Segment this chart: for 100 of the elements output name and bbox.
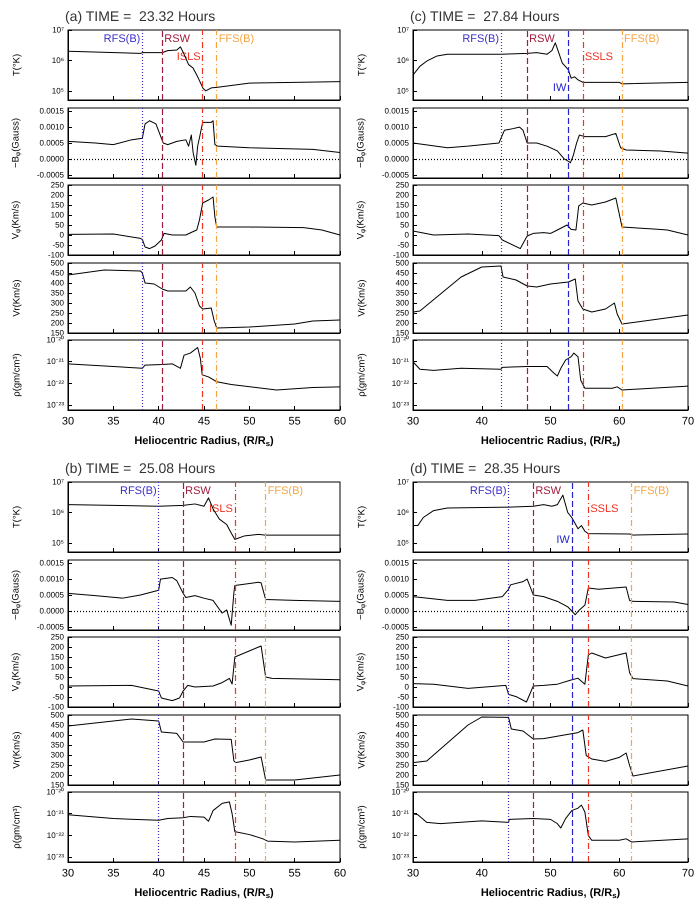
ref-line-label: FFS(B) <box>634 485 670 497</box>
y-tick-label: 10⁻²² <box>392 378 410 388</box>
y-tick-label: 10⁻²¹ <box>46 809 64 818</box>
ref-line-label: FFS(B) <box>268 485 304 497</box>
y-tick-label: 10⁵ <box>52 538 64 548</box>
y-tick-label: 350 <box>50 740 65 749</box>
y-tick-label: 0 <box>60 682 65 692</box>
y-tick-label: 350 <box>396 288 410 297</box>
y-tick-label: 10⁶ <box>396 56 409 65</box>
y-axis-title: Vr(Km/s) <box>12 278 22 316</box>
y-tick-label: -100 <box>392 250 410 260</box>
y-tick-label: 100 <box>396 662 410 672</box>
x-tick-label: 30 <box>406 868 420 880</box>
y-tick-label: -0.0005 <box>382 622 410 631</box>
y-tick-label: 100 <box>396 210 410 220</box>
y-tick-label: 0.0005 <box>40 138 65 147</box>
y-tick-label: 400 <box>50 278 65 287</box>
y-tick-label: 10⁷ <box>397 478 410 486</box>
y-axis-title: Vr(Km/s) <box>356 278 368 316</box>
y-axis-title: Vr(Km/s) <box>12 730 22 768</box>
ref-line-label: RSW <box>535 485 562 497</box>
y-tick-label: 150 <box>50 652 65 662</box>
ref-line-label: RFS(B) <box>120 485 157 497</box>
y-tick-label: -50 <box>397 692 410 702</box>
y-tick-label: 10⁵ <box>396 86 409 96</box>
y-tick-label: 150 <box>50 780 65 789</box>
x-tick-label: 40 <box>476 416 488 428</box>
ref-line-label: RSW <box>529 33 556 45</box>
y-tick-label: -100 <box>48 702 65 712</box>
x-tick-label: 40 <box>152 416 165 428</box>
y-tick-label: 250 <box>50 180 65 190</box>
ref-line-label: SSLS <box>590 503 618 515</box>
y-tick-label: 0.0010 <box>40 574 65 584</box>
x-tick-label: 50 <box>243 416 256 428</box>
x-tick-label: 50 <box>544 868 557 880</box>
y-tick-label: 250 <box>396 760 410 769</box>
y-tick-label: 50 <box>400 220 410 230</box>
y-tick-label: 0.0015 <box>384 558 410 568</box>
y-tick-label: 10⁷ <box>397 26 410 34</box>
y-axis-title: ρ(gm/cm³) <box>356 805 368 849</box>
y-tick-label: 10⁻²⁰ <box>46 336 64 344</box>
y-axis-title: ρ(gm/cm³) <box>12 353 22 397</box>
y-tick-label: 0.0010 <box>40 122 65 132</box>
x-tick-label: 60 <box>334 868 346 880</box>
x-tick-label: 40 <box>152 868 165 880</box>
y-axis-title: Vr(Km/s) <box>356 730 368 768</box>
x-tick-label: 60 <box>613 416 626 428</box>
y-tick-label: 50 <box>400 672 410 682</box>
y-tick-label: 250 <box>396 308 410 317</box>
ref-line-label: FFS(B) <box>624 33 660 45</box>
y-tick-label: 400 <box>50 730 65 739</box>
x-tick-label: 30 <box>62 416 74 428</box>
chart-title: (d) TIME = 28.35 Hours <box>410 460 560 476</box>
ref-line-label: IW <box>556 534 570 546</box>
y-tick-label: 350 <box>396 740 410 749</box>
y-tick-label: 0.0005 <box>40 590 65 599</box>
chart-title: (b) TIME = 25.08 Hours <box>65 460 216 476</box>
y-tick-label: 150 <box>396 780 410 789</box>
y-tick-label: -50 <box>52 240 65 250</box>
y-axis-title: ρ(gm/cm³) <box>356 353 368 397</box>
y-tick-label: 0.0010 <box>384 122 410 132</box>
y-tick-label: 10⁻²⁰ <box>391 788 409 796</box>
y-tick-label: 300 <box>396 750 410 759</box>
ref-line-label: RSW <box>185 485 212 497</box>
y-tick-label: 10⁻²² <box>392 830 410 840</box>
y-tick-label: -100 <box>48 250 65 260</box>
y-tick-label: 10⁻²³ <box>46 400 64 410</box>
y-tick-label: 0.0015 <box>40 558 65 568</box>
y-tick-label: 200 <box>50 770 65 779</box>
y-tick-label: 500 <box>50 710 65 719</box>
ref-line-label: RFS(B) <box>104 33 140 45</box>
y-axis-title: T(°K) <box>12 54 22 76</box>
y-tick-label: -0.0005 <box>36 622 65 631</box>
y-tick-label: -100 <box>392 702 410 712</box>
y-tick-label: 150 <box>396 328 410 337</box>
y-tick-label: -50 <box>52 692 65 702</box>
y-tick-label: 10⁶ <box>396 508 409 517</box>
y-tick-label: 150 <box>50 328 65 337</box>
ref-line-label: IW <box>552 82 567 94</box>
y-axis-title: T(°K) <box>356 54 368 76</box>
y-tick-label: 250 <box>50 760 65 769</box>
y-tick-label: 0.0000 <box>40 606 65 615</box>
y-tick-label: 350 <box>50 288 65 297</box>
y-tick-label: 50 <box>55 220 65 230</box>
y-tick-label: 0.0015 <box>40 106 65 116</box>
y-tick-label: 200 <box>396 190 410 200</box>
y-tick-label: 200 <box>50 318 65 327</box>
y-tick-label: 0 <box>60 230 65 240</box>
y-tick-label: 0 <box>404 682 410 692</box>
y-tick-label: 10⁻²² <box>46 378 64 388</box>
y-tick-label: 10⁻²² <box>46 830 64 840</box>
x-tick-label: 60 <box>334 416 346 428</box>
y-tick-label: 10⁷ <box>52 26 64 34</box>
y-tick-label: 300 <box>50 750 65 759</box>
x-tick-label: 45 <box>198 416 210 428</box>
y-tick-label: 0.0000 <box>384 606 410 615</box>
y-tick-label: 450 <box>396 268 410 277</box>
y-tick-label: 250 <box>50 632 65 642</box>
y-tick-label: 200 <box>396 318 410 327</box>
y-tick-label: 200 <box>50 642 65 652</box>
